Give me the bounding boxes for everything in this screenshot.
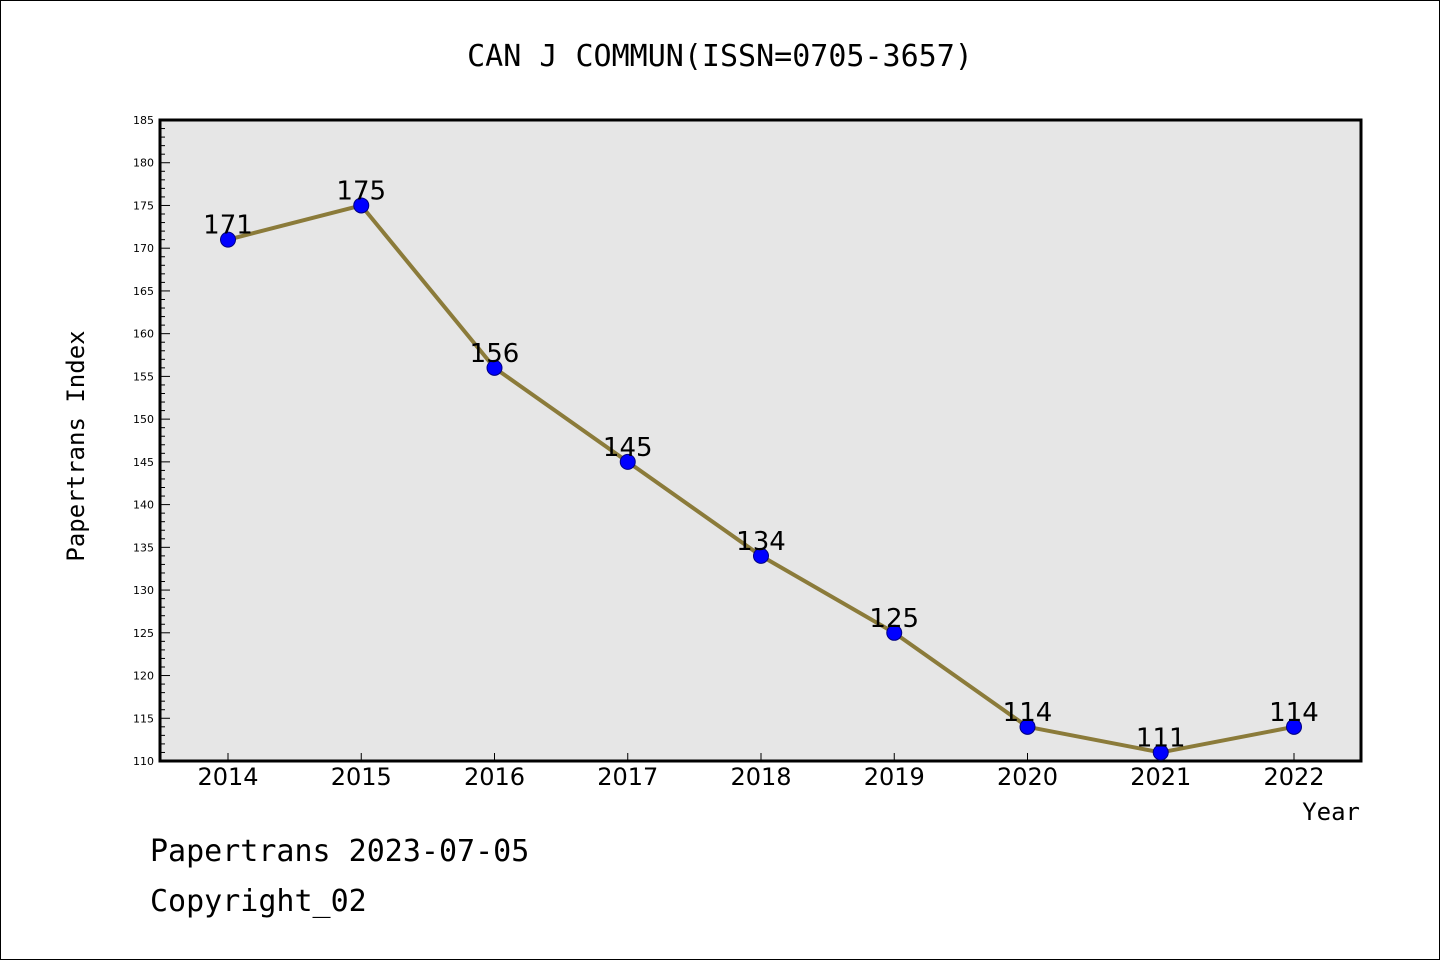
plot-area: [158, 118, 1363, 763]
y-tick-label: 165: [133, 285, 154, 298]
data-point-marker: [1286, 718, 1302, 735]
data-point-marker: [886, 624, 903, 641]
data-label: 114: [1269, 698, 1319, 728]
x-tick-label: 2022: [1263, 763, 1324, 791]
x-tick-label: 2014: [197, 763, 258, 791]
y-tick-label: 145: [133, 456, 154, 469]
data-labels-group: 171 175 156 145 134 125 114 111 114: [203, 176, 1319, 753]
y-tick-label: 150: [133, 413, 154, 426]
y-tick-label: 130: [133, 584, 154, 597]
data-point-marker: [1019, 718, 1036, 735]
y-tick-label: 185: [133, 114, 154, 127]
data-label: 145: [603, 433, 653, 463]
data-point-marker: [619, 453, 636, 470]
y-tick-label: 160: [133, 328, 154, 341]
data-label: 175: [336, 176, 386, 206]
data-label: 156: [470, 339, 520, 369]
y-tick-label: 155: [133, 370, 154, 383]
series-group: [220, 197, 1302, 761]
x-axis-ticks: 2014 2015 2016 2017 2018 2019 2020 2021 2022: [197, 753, 1325, 791]
y-tick-label: 120: [133, 670, 154, 683]
data-point-marker: [220, 231, 236, 248]
y-tick-label: 140: [133, 499, 154, 512]
x-tick-label: 2019: [864, 763, 925, 791]
data-point-marker: [753, 547, 769, 564]
y-tick-label: 135: [133, 541, 154, 554]
data-point-marker: [353, 197, 370, 214]
y-tick-label: 115: [133, 712, 154, 725]
x-tick-label: 2016: [464, 763, 525, 791]
y-tick-label: 125: [133, 627, 154, 640]
x-tick-label: 2020: [997, 763, 1058, 791]
data-point-marker: [1152, 744, 1169, 761]
x-axis-label: Year: [1302, 798, 1360, 826]
y-tick-label: 170: [133, 242, 154, 255]
data-label: 171: [203, 211, 253, 241]
y-tick-label: 175: [133, 199, 154, 212]
data-label: 111: [1136, 723, 1186, 753]
data-point-marker: [486, 359, 503, 376]
data-label: 125: [869, 604, 919, 634]
x-tick-label: 2021: [1130, 763, 1191, 791]
footer-copyright: Copyright_02: [150, 884, 367, 919]
x-tick-label: 2018: [730, 763, 791, 791]
x-tick-label: 2017: [597, 763, 658, 791]
y-axis-ticks: 110 115 120 125 130 135 140 145 150 155 160 165 170 1…: [133, 114, 170, 768]
data-label: 134: [736, 527, 786, 557]
data-label: 114: [1003, 698, 1053, 728]
y-tick-label: 110: [133, 755, 154, 768]
y-tick-label: 180: [133, 157, 154, 170]
x-tick-label: 2015: [331, 763, 392, 791]
y-axis-label: Papertrans Index: [62, 330, 90, 561]
chart-title: CAN J COMMUN(ISSN=0705-3657): [467, 39, 973, 74]
footer-date: Papertrans 2023-07-05: [150, 834, 530, 869]
